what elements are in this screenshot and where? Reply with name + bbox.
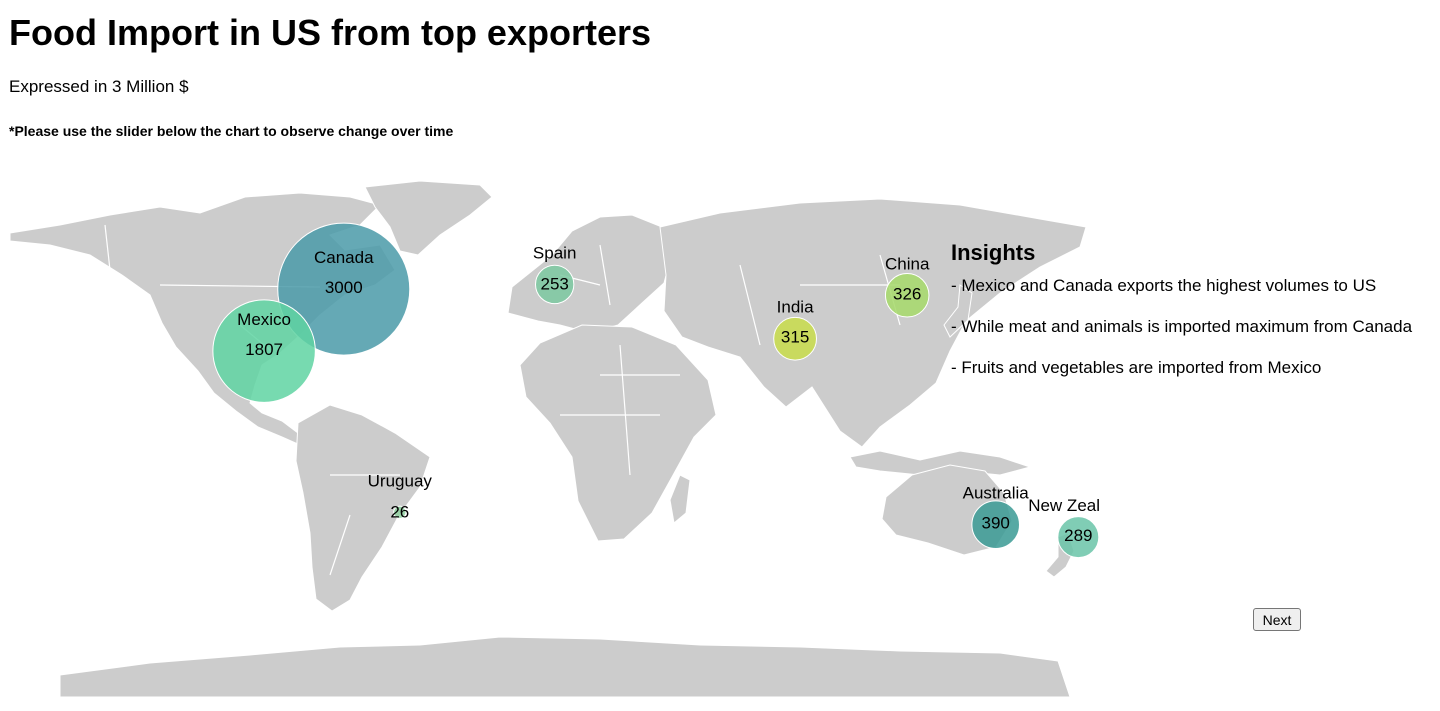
page-title: Food Import in US from top exporters — [9, 12, 652, 53]
label-new-zealand: New Zealand — [1028, 496, 1100, 515]
label-india: India — [777, 298, 814, 317]
insight-item: - Mexico and Canada exports the highest … — [951, 276, 1377, 295]
value-mexico: 1807 — [245, 340, 283, 359]
label-china: China — [885, 254, 930, 273]
insight-item: - While meat and animals is imported max… — [951, 317, 1413, 336]
slider-note: *Please use the slider below the chart t… — [9, 123, 454, 139]
bubble-india[interactable] — [773, 316, 817, 361]
label-uruguay: Uruguay — [368, 471, 433, 490]
insight-item: - Fruits and vegetables are imported fro… — [951, 358, 1322, 377]
value-india: 315 — [781, 328, 809, 347]
map-bubbles: Canada 3000 Mexico 1807 Spain 253 India 315 Chin… — [212, 222, 1100, 559]
insights-heading: Insights — [951, 240, 1036, 265]
bubble-australia[interactable] — [971, 500, 1020, 549]
bubble-uruguay[interactable] — [393, 505, 407, 519]
land-south-america — [295, 404, 431, 612]
land-antarctica — [59, 636, 1071, 698]
bubble-new-zealand[interactable] — [1057, 516, 1100, 559]
land-greenland — [364, 180, 493, 256]
label-mexico: Mexico — [237, 310, 291, 329]
land-indonesia — [849, 450, 1032, 476]
value-australia: 390 — [982, 514, 1010, 533]
label-spain: Spain — [533, 243, 576, 262]
label-australia: Australia — [963, 484, 1030, 503]
value-uruguay: 26 — [390, 502, 409, 521]
land-asia — [659, 198, 1087, 448]
bubble-china[interactable] — [884, 273, 930, 318]
value-spain: 253 — [540, 274, 568, 293]
page-subtitle: Expressed in 3 Million $ — [9, 77, 189, 96]
bubble-canada[interactable] — [277, 222, 411, 356]
next-button[interactable]: Next — [1253, 608, 1301, 631]
bubble-mexico[interactable] — [212, 299, 316, 403]
value-new-zealand: 289 — [1064, 526, 1092, 545]
world-map: Canada 3000 Mexico 1807 Spain 253 India 315 Chin… — [9, 180, 1100, 698]
land-madagascar — [669, 474, 691, 524]
value-china: 326 — [893, 284, 921, 303]
insights-panel: Insights - Mexico and Canada exports the… — [951, 240, 1436, 399]
land-africa — [519, 324, 717, 542]
land-japan — [943, 284, 973, 338]
bubble-spain[interactable] — [535, 264, 575, 305]
label-canada: Canada — [314, 248, 374, 267]
value-canada: 3000 — [325, 278, 363, 297]
land-europe — [507, 214, 673, 334]
